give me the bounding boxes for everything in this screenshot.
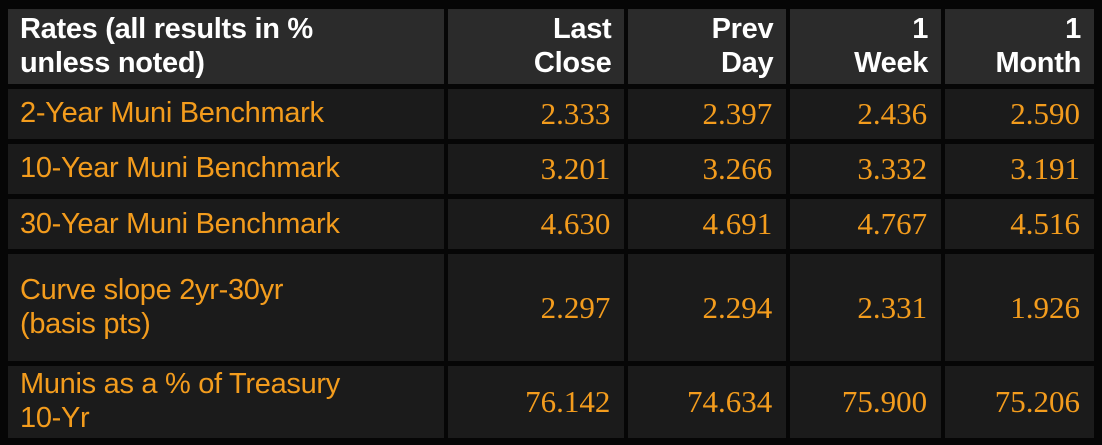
cell-1-month: 75.206: [941, 360, 1098, 444]
col-header-last-close: Last Close: [444, 4, 629, 89]
row-label: Curve slope 2yr-30yr (basis pts): [3, 249, 449, 366]
row-label: Munis as a % of Treasury 10-Yr: [3, 360, 449, 444]
cell-last-close: 2.297: [444, 249, 629, 366]
row-label: 2-Year Muni Benchmark: [3, 83, 449, 145]
cell-1-week: 75.900: [786, 360, 946, 444]
cell-1-month: 3.191: [941, 139, 1098, 200]
cell-1-week: 3.332: [786, 139, 946, 200]
table-row: Curve slope 2yr-30yr (basis pts) 2.297 2…: [3, 249, 1098, 366]
table-row: 10-Year Muni Benchmark 3.201 3.266 3.332…: [3, 139, 1098, 200]
cell-last-close: 76.142: [444, 360, 629, 444]
cell-1-month: 4.516: [941, 194, 1098, 255]
cell-last-close: 3.201: [444, 139, 629, 200]
cell-1-month: 2.590: [941, 83, 1098, 145]
cell-prev-day: 74.634: [624, 360, 791, 444]
table-title: Rates (all results in % unless noted): [3, 4, 449, 89]
table-row: 30-Year Muni Benchmark 4.630 4.691 4.767…: [3, 194, 1098, 255]
cell-last-close: 2.333: [444, 83, 629, 145]
cell-last-close: 4.630: [444, 194, 629, 255]
cell-prev-day: 3.266: [624, 139, 791, 200]
cell-1-week: 2.436: [786, 83, 946, 145]
cell-prev-day: 2.397: [624, 83, 791, 145]
table-row: 2-Year Muni Benchmark 2.333 2.397 2.436 …: [3, 83, 1098, 145]
cell-prev-day: 2.294: [624, 249, 791, 366]
cell-1-month: 1.926: [941, 249, 1098, 366]
col-header-1-week: 1 Week: [786, 4, 946, 89]
col-header-1-month: 1 Month: [941, 4, 1098, 89]
table-row: Munis as a % of Treasury 10-Yr 76.142 74…: [3, 360, 1098, 444]
header-row: Rates (all results in % unless noted) La…: [3, 4, 1098, 89]
row-label: 10-Year Muni Benchmark: [3, 139, 449, 200]
cell-1-week: 2.331: [786, 249, 946, 366]
rates-data-grid: Rates (all results in % unless noted) La…: [3, 4, 1098, 444]
cell-prev-day: 4.691: [624, 194, 791, 255]
row-label: 30-Year Muni Benchmark: [3, 194, 449, 255]
cell-1-week: 4.767: [786, 194, 946, 255]
col-header-prev-day: Prev Day: [624, 4, 791, 89]
